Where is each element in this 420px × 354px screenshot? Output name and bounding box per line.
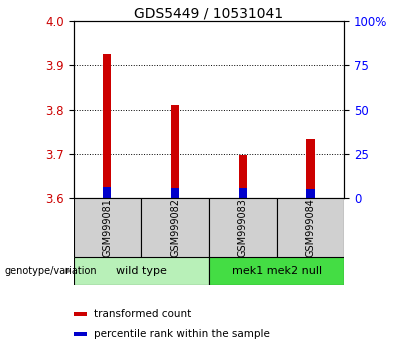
Bar	[209, 257, 344, 285]
Text: GSM999084: GSM999084	[305, 198, 315, 257]
Bar	[307, 138, 315, 198]
Title: GDS5449 / 10531041: GDS5449 / 10531041	[134, 6, 284, 20]
Bar	[171, 188, 179, 198]
Text: GSM999083: GSM999083	[238, 198, 248, 257]
Bar	[307, 189, 315, 198]
Text: transformed count: transformed count	[94, 309, 191, 319]
Text: GSM999082: GSM999082	[170, 198, 180, 257]
Bar	[239, 155, 247, 198]
Bar	[74, 257, 209, 285]
Bar	[209, 198, 277, 257]
Text: wild type: wild type	[116, 266, 167, 276]
Bar	[74, 198, 141, 257]
Bar	[171, 105, 179, 198]
Text: percentile rank within the sample: percentile rank within the sample	[94, 329, 270, 339]
Bar	[141, 198, 209, 257]
Bar	[103, 187, 111, 198]
Text: GSM999081: GSM999081	[102, 198, 113, 257]
Text: mek1 mek2 null: mek1 mek2 null	[231, 266, 322, 276]
Bar	[277, 198, 344, 257]
Bar	[239, 188, 247, 198]
Bar	[103, 55, 111, 198]
Bar	[74, 332, 87, 336]
Bar	[74, 312, 87, 316]
Text: genotype/variation: genotype/variation	[4, 266, 97, 276]
